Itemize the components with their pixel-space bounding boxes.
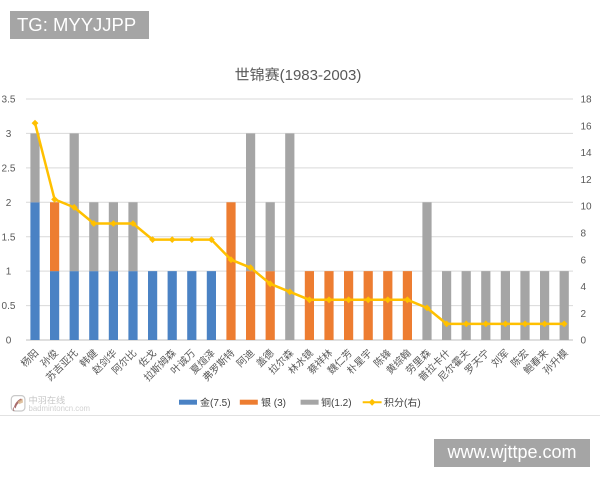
svg-text:16: 16 bbox=[581, 121, 593, 132]
svg-text:中羽在线: 中羽在线 bbox=[29, 396, 66, 406]
svg-text:2: 2 bbox=[6, 198, 12, 209]
svg-text:18: 18 bbox=[581, 95, 593, 106]
svg-text:1.5: 1.5 bbox=[2, 232, 16, 243]
svg-text:3.5: 3.5 bbox=[2, 95, 16, 106]
svg-text:积分(右): 积分(右) bbox=[384, 397, 421, 409]
svg-text:2: 2 bbox=[581, 309, 587, 320]
svg-text:10: 10 bbox=[581, 202, 593, 213]
svg-text:铜(1.2): 铜(1.2) bbox=[321, 397, 352, 409]
svg-text:刘军: 刘军 bbox=[489, 347, 512, 370]
svg-text:3: 3 bbox=[6, 129, 12, 140]
svg-text:0: 0 bbox=[581, 336, 587, 347]
svg-text:2.5: 2.5 bbox=[2, 164, 16, 175]
svg-text:4: 4 bbox=[581, 282, 587, 293]
svg-text:银 (3): 银 (3) bbox=[261, 397, 286, 409]
svg-text:阿迪: 阿迪 bbox=[234, 347, 257, 370]
svg-text:0: 0 bbox=[6, 336, 12, 347]
svg-text:杨阳: 杨阳 bbox=[19, 347, 42, 370]
svg-text:8: 8 bbox=[581, 229, 587, 240]
svg-text:6: 6 bbox=[581, 255, 587, 266]
svg-text:1: 1 bbox=[6, 267, 12, 278]
svg-text:badmintoncn.com: badmintoncn.com bbox=[29, 404, 91, 413]
svg-text:金(7.5): 金(7.5) bbox=[200, 397, 231, 409]
svg-text:14: 14 bbox=[581, 148, 593, 159]
svg-text:0.5: 0.5 bbox=[2, 301, 16, 312]
svg-text:世锦赛(1983-2003): 世锦赛(1983-2003) bbox=[235, 67, 362, 84]
svg-text:12: 12 bbox=[581, 175, 593, 186]
